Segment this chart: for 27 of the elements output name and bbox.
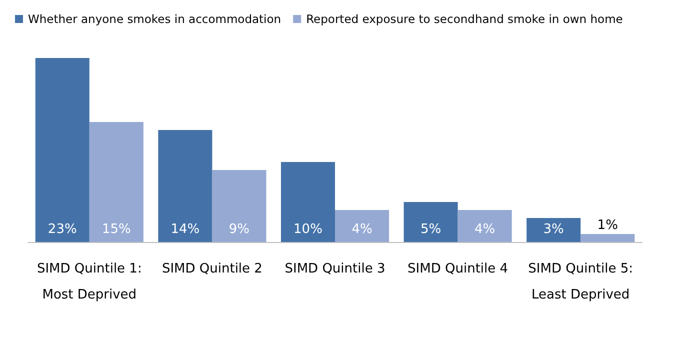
x-tick-label: SIMD Quintile 1: Most Deprived [36, 262, 142, 302]
data-label: 9% [228, 222, 250, 237]
x-tick-label: SIMD Quintile 3 [284, 262, 386, 276]
x-tick-label: SIMD Quintile 2 [162, 262, 262, 276]
data-label: 4% [352, 222, 372, 237]
legend-label: Whether anyone smokes in accommodation [28, 12, 282, 26]
x-tick-label: SIMD Quintile 5: Least Deprived [528, 262, 634, 302]
data-label: 1% [597, 218, 618, 233]
bar [335, 210, 390, 242]
legend-label: Reported exposure to secondhand smoke in own home [306, 12, 623, 26]
data-label: 14% [170, 222, 200, 237]
data-label: 3% [543, 222, 564, 237]
data-label: 15% [102, 222, 131, 237]
bar [458, 210, 512, 242]
data-label: 23% [48, 222, 77, 237]
data-label: 5% [420, 222, 442, 237]
data-label: 4% [474, 222, 496, 237]
bar [35, 58, 90, 242]
data-label: 10% [294, 222, 322, 237]
bar [580, 234, 635, 242]
bar [526, 218, 581, 242]
bar [280, 162, 335, 242]
bar [404, 202, 458, 242]
bar [89, 122, 144, 242]
bar [158, 130, 212, 242]
x-tick-label: SIMD Quintile 4 [408, 262, 508, 276]
bar [212, 170, 266, 242]
